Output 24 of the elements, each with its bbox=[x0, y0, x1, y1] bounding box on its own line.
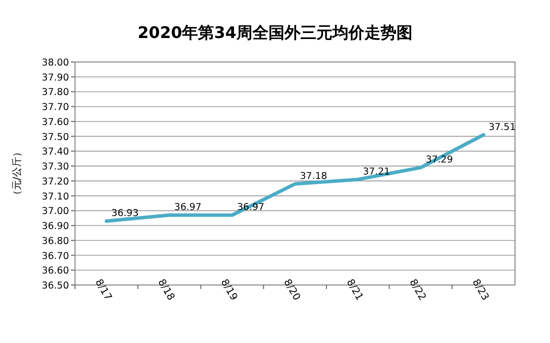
y-tick-label: 37.50 bbox=[42, 132, 69, 143]
y-tick-label: 37.00 bbox=[42, 206, 69, 218]
y-tick-label: 38.00 bbox=[42, 58, 69, 68]
y-tick-label: 37.70 bbox=[42, 102, 69, 114]
y-tick-label: 36.50 bbox=[42, 280, 69, 292]
data-label: 36.93 bbox=[111, 208, 139, 220]
y-tick-label: 36.70 bbox=[42, 250, 69, 262]
y-tick-label: 36.80 bbox=[42, 236, 69, 247]
y-axis-title: （元/公斤） bbox=[11, 146, 23, 200]
y-tick-label: 36.90 bbox=[42, 221, 69, 232]
y-tick-label: 36.60 bbox=[42, 266, 69, 277]
y-tick-label: 37.40 bbox=[42, 146, 69, 158]
y-tick-label: 37.10 bbox=[42, 191, 69, 202]
data-label: 36.97 bbox=[174, 202, 202, 214]
data-label: 37.18 bbox=[300, 170, 328, 182]
y-tick-label: 37.90 bbox=[42, 72, 69, 84]
y-tick-label: 37.30 bbox=[42, 162, 69, 173]
line-series bbox=[104, 133, 486, 223]
y-tick-label: 37.60 bbox=[42, 116, 69, 128]
data-label: 37.51 bbox=[488, 122, 516, 133]
y-tick-label: 37.20 bbox=[42, 176, 69, 188]
y-tick-label: 37.80 bbox=[42, 87, 69, 98]
chart-title: 2020年第34周全国外三元均价走势图 bbox=[138, 23, 412, 42]
data-label: 37.21 bbox=[362, 166, 390, 178]
